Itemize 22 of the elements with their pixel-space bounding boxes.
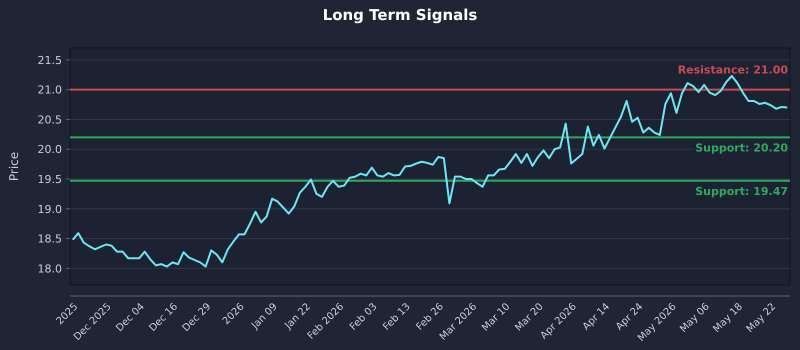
chart-title: Long Term Signals (322, 6, 478, 24)
line-series (72, 74, 788, 268)
y-tick-label: 20.5 (38, 113, 62, 126)
x-tick-label: Feb 13 (381, 301, 413, 333)
y-tick-label: 20.0 (38, 143, 62, 156)
y-tick-label: 18.5 (38, 232, 62, 246)
x-tick-label: Dec 16 (147, 301, 180, 334)
x-tick-label: Dec 29 (180, 301, 214, 334)
x-tick-label: Apr 14 (580, 301, 612, 333)
y-tick-label: 21.0 (38, 84, 62, 97)
y-tick-label: 19.5 (38, 173, 62, 186)
y-tick-label: 21.5 (38, 54, 62, 67)
y-axis-title: Price (7, 152, 21, 182)
y-tick-label: 18.0 (38, 262, 62, 276)
ref-line-label: Resistance: 21.00 (678, 64, 788, 77)
x-tick-label: Jan 09 (249, 301, 280, 332)
ref-line-label: Support: 19.47 (695, 184, 788, 198)
x-tick-label: Mar 10 (480, 301, 512, 334)
y-tick-label: 19.0 (38, 202, 62, 216)
x-tick-label: Dec 04 (114, 301, 147, 334)
ref-line-label: Support: 20.20 (695, 141, 788, 154)
x-tick-label: Feb 03 (348, 301, 380, 333)
